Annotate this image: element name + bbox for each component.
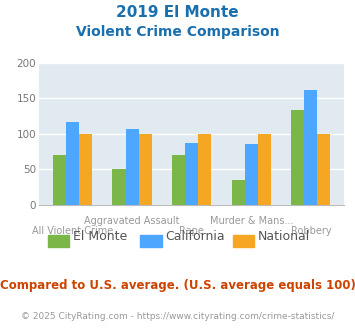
Bar (139, 134, 152, 205)
Bar (198, 134, 211, 205)
Text: Aggravated Assault: Aggravated Assault (84, 216, 180, 226)
Text: Rape: Rape (179, 226, 204, 236)
Bar (291, 110, 304, 205)
Bar (53, 155, 66, 205)
Text: All Violent Crime: All Violent Crime (32, 226, 113, 236)
Bar (245, 144, 258, 205)
Text: 2019 El Monte: 2019 El Monte (116, 5, 239, 20)
Bar (317, 134, 331, 205)
Text: Compared to U.S. average. (U.S. average equals 100): Compared to U.S. average. (U.S. average … (0, 279, 355, 292)
Bar (185, 143, 198, 205)
Text: Robbery: Robbery (290, 226, 331, 236)
Text: El Monte: El Monte (73, 230, 127, 243)
Text: Violent Crime Comparison: Violent Crime Comparison (76, 25, 279, 39)
Bar (79, 134, 92, 205)
Bar (66, 121, 79, 205)
Text: National: National (257, 230, 310, 243)
Bar (258, 134, 271, 205)
Bar (172, 155, 185, 205)
Text: © 2025 CityRating.com - https://www.cityrating.com/crime-statistics/: © 2025 CityRating.com - https://www.city… (21, 312, 334, 321)
Text: Murder & Mans...: Murder & Mans... (209, 216, 293, 226)
Text: California: California (165, 230, 225, 243)
Bar (304, 90, 317, 205)
Bar (113, 169, 126, 205)
Bar (231, 180, 245, 205)
Bar (126, 129, 139, 205)
